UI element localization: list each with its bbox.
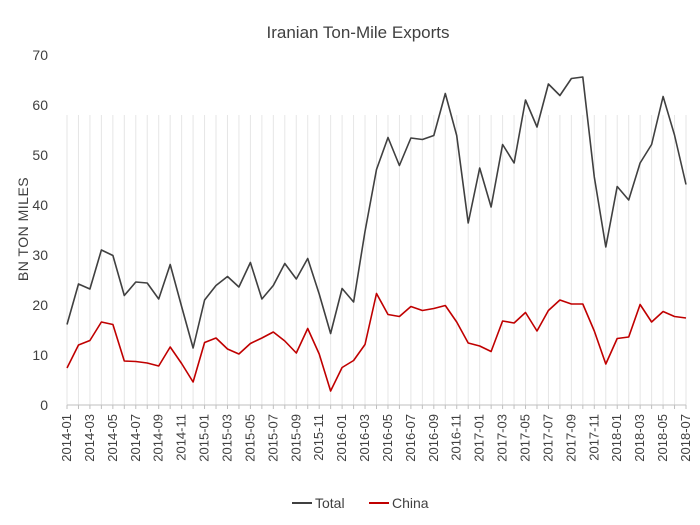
x-tick-label: 2018-01 [609,414,624,462]
x-tick-label: 2018-03 [632,414,647,462]
x-tick-label: 2016-03 [357,414,372,462]
x-tick-label: 2017-03 [495,414,510,462]
y-tick-label: 20 [32,297,48,313]
x-tick-label: 2017-01 [472,414,487,462]
x-tick-label: 2016-01 [334,414,349,462]
y-tick-label: 70 [32,47,48,63]
x-tick-label: 2014-03 [82,414,97,462]
x-tick-label: 2015-09 [288,414,303,462]
legend-label-china: China [392,495,429,511]
plot-area: 0 10 20 30 40 50 60 70 2014-01 2014-03 2014-05 2014… [32,47,693,462]
x-tick-label: 2016-09 [426,414,441,462]
x-tick-label: 2014-11 [174,414,189,461]
y-tick-label: 30 [32,247,48,263]
x-tick-label: 2018-07 [678,414,693,462]
y-axis-label: BN TON MILES [15,177,31,281]
x-tick-label: 2015-07 [265,414,280,462]
y-tick-label: 40 [32,197,48,213]
series-line-china [66,292,687,392]
legend-label-total: Total [315,495,345,511]
x-tick-label: 2014-05 [105,414,120,462]
x-tick-label: 2014-01 [59,414,74,462]
x-tick-label: 2017-09 [563,414,578,462]
x-tick-label: 2014-09 [151,414,166,462]
x-tick-label: 2014-07 [128,414,143,462]
y-tick-label: 50 [32,147,48,163]
legend: Total China [292,495,429,511]
x-tick-label: 2015-01 [197,414,212,462]
x-tick-label: 2015-11 [311,414,326,461]
x-tick-label: 2016-11 [449,414,464,461]
chart-title: Iranian Ton-Mile Exports [267,23,450,42]
x-tick-label: 2015-05 [242,414,257,462]
x-tick-label: 2018-05 [655,414,670,462]
y-tick-label: 10 [32,347,48,363]
y-tick-label: 0 [40,397,48,413]
x-tick-label: 2017-07 [540,414,555,462]
y-tick-label: 60 [32,97,48,113]
series-line-total [66,76,687,349]
x-tick-label: 2015-03 [219,414,234,462]
x-tick-label: 2017-11 [586,414,601,461]
x-tick-label: 2016-07 [403,414,418,462]
x-tick-label: 2016-05 [380,414,395,462]
x-tick-label: 2017-05 [518,414,533,462]
